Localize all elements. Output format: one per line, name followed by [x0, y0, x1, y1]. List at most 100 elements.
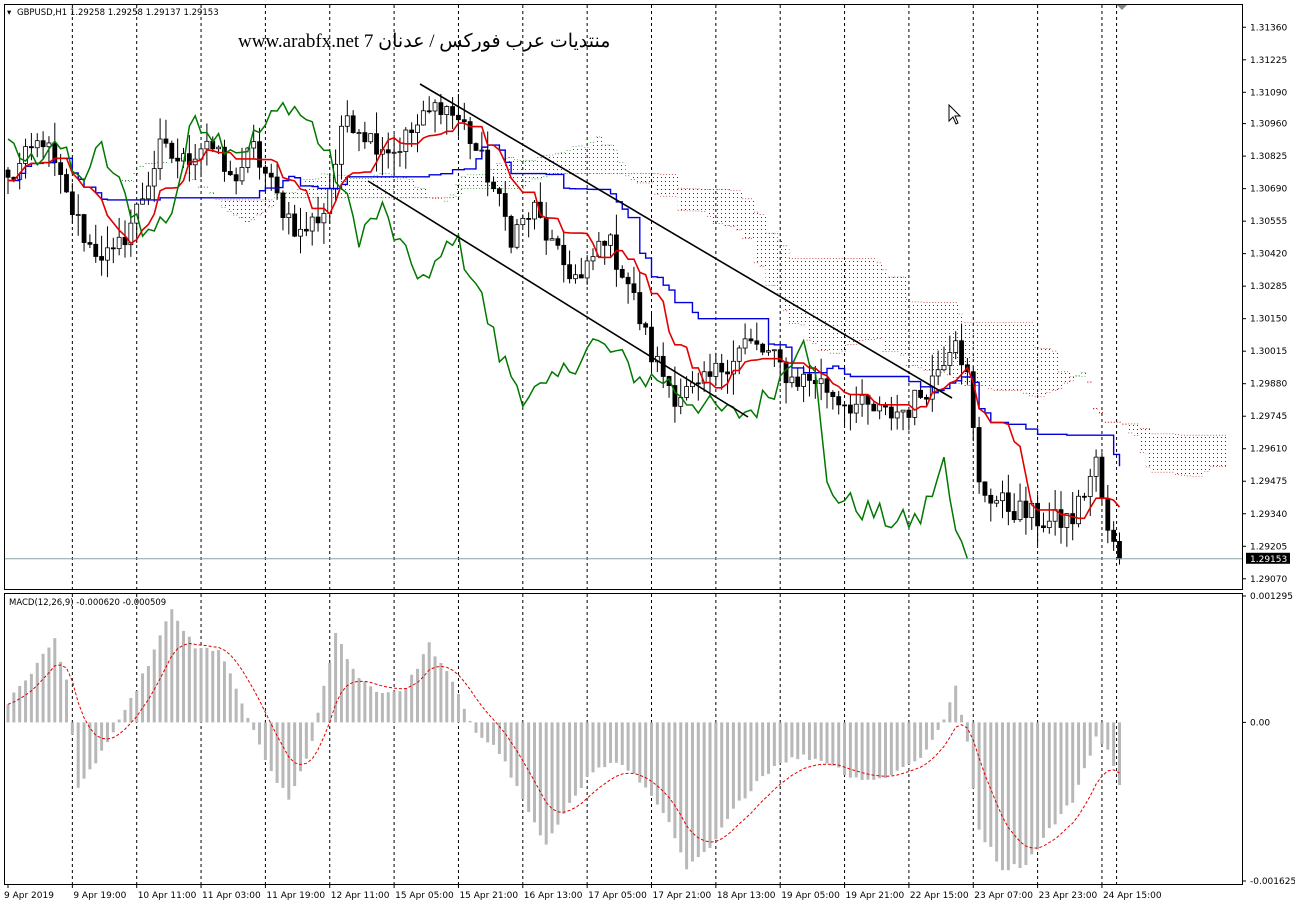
macd-bar	[831, 722, 835, 766]
macd-bar	[369, 686, 373, 723]
candle-body	[175, 157, 181, 162]
cloud-segment	[847, 258, 854, 345]
cloud-segment	[993, 322, 1001, 391]
candle-body	[356, 132, 362, 134]
macd-bar	[211, 650, 215, 723]
macd-bar	[778, 722, 782, 764]
candle-body	[344, 115, 350, 127]
macd-bar	[82, 722, 86, 779]
macd-bar	[802, 722, 806, 755]
cloud-segment	[391, 174, 398, 198]
cloud-segment	[1022, 322, 1030, 394]
cloud-segment	[794, 258, 802, 324]
macd-bar	[187, 636, 191, 723]
macd-bar	[410, 674, 414, 723]
candle-body	[491, 181, 496, 190]
macd-bar	[749, 722, 753, 792]
candle-body	[625, 276, 631, 285]
symbol-dropdown-icon[interactable]: ▾	[7, 8, 12, 18]
cloud-segment	[320, 173, 328, 198]
cloud-segment	[256, 199, 263, 215]
candle-body	[23, 146, 28, 164]
cloud-segment	[601, 145, 609, 174]
candle-body	[409, 129, 415, 133]
macd-bar	[919, 722, 923, 758]
cloud-segment	[572, 146, 579, 174]
macd-bar	[995, 722, 999, 862]
cloud-segment	[660, 174, 667, 197]
cloud-segment	[268, 199, 275, 207]
macd-bar	[714, 722, 718, 840]
cloud-segment	[285, 192, 293, 198]
macd-bar	[1036, 722, 1040, 850]
candle-body	[619, 268, 625, 278]
candle-body	[748, 338, 754, 342]
cloud-segment	[1151, 433, 1159, 473]
cloud-segment	[642, 173, 650, 183]
candle-body	[438, 102, 444, 116]
candle-body	[415, 124, 420, 133]
macd-axis: 0.001295 0.00 -0.001625	[1242, 592, 1295, 887]
macd-bar	[88, 722, 92, 770]
candle-body	[1005, 492, 1011, 512]
cloud-segment	[765, 233, 772, 286]
cloud-segment	[367, 178, 375, 198]
cloud-segment	[695, 188, 702, 211]
candle-body	[514, 224, 520, 248]
candle-body	[110, 247, 116, 250]
cloud-segment	[595, 136, 603, 174]
cloud-segment	[707, 189, 714, 217]
y-tick-label: 1.30420	[1250, 250, 1287, 260]
candle-body	[81, 214, 87, 243]
cloud-segment	[683, 188, 691, 211]
macd-bar	[544, 722, 548, 845]
candle-body	[169, 142, 175, 159]
macd-bar	[439, 663, 443, 723]
candle-body	[1046, 520, 1052, 529]
cloud-segment	[473, 174, 480, 189]
cloud-segment	[262, 199, 269, 213]
y-tick-label: 1.30285	[1250, 282, 1287, 292]
y-tick-label: 1.31090	[1250, 88, 1287, 98]
candle-body	[1099, 456, 1105, 500]
candle-body	[1117, 541, 1122, 560]
macd-bar	[228, 673, 232, 723]
cloud-segment	[1052, 351, 1059, 391]
candle-body	[339, 125, 344, 165]
macd-bar	[1106, 722, 1110, 750]
candle-body	[608, 234, 613, 246]
macd-bar	[252, 722, 256, 730]
candle-body	[649, 326, 654, 363]
macd-bar	[1100, 722, 1104, 745]
candle-body	[1093, 456, 1099, 477]
macd-bar	[755, 722, 759, 782]
macd-bar	[24, 680, 28, 723]
macd-bar	[380, 692, 384, 723]
candle-body	[5, 169, 11, 178]
candle-body	[151, 168, 157, 187]
cloud-segment	[742, 198, 749, 239]
cloud-segment	[923, 302, 930, 371]
macd-bar	[451, 681, 455, 723]
candle-body	[888, 406, 894, 419]
cloud-segment	[291, 192, 299, 198]
macd-bar	[960, 714, 964, 723]
x-tick-label: 9 Apr 19:00	[73, 891, 126, 901]
macd-bar	[462, 708, 466, 723]
cloud-segment	[566, 150, 574, 174]
cloud-segment	[841, 258, 848, 352]
macd-bar	[515, 722, 519, 787]
scroll-marker-icon[interactable]	[1117, 5, 1127, 10]
macd-bar	[141, 673, 145, 723]
macd-bar	[767, 722, 770, 774]
candle-body	[520, 217, 526, 226]
cloud-segment	[1005, 322, 1012, 391]
macd-bar	[860, 722, 864, 780]
candle-body	[298, 228, 303, 237]
candle-body	[1070, 513, 1076, 525]
candle-body	[976, 427, 982, 483]
candle-body	[584, 260, 590, 279]
candle-body	[216, 146, 222, 150]
macd-bar	[878, 722, 882, 779]
